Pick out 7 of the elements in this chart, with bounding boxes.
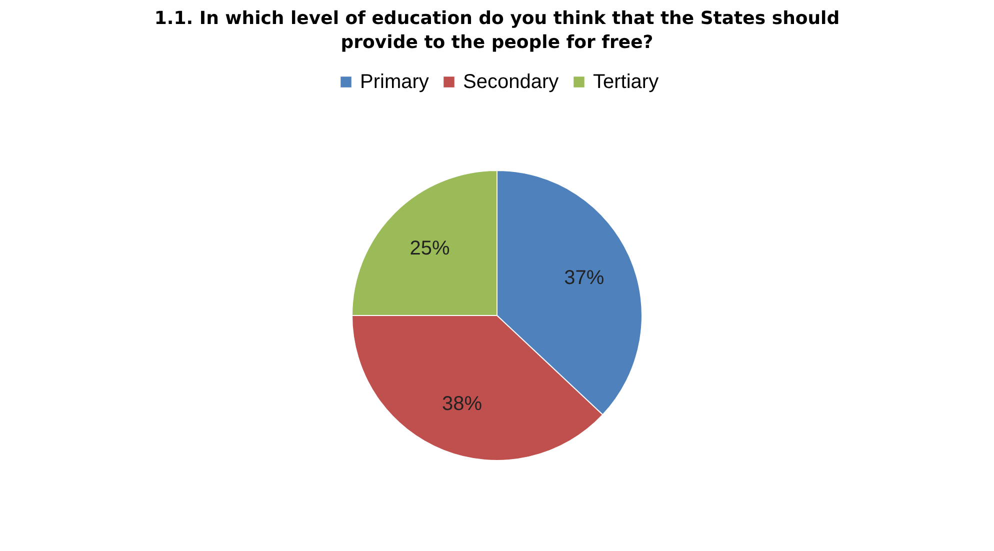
- data-label: 37%: [564, 266, 604, 289]
- legend-label: Secondary: [463, 71, 559, 93]
- data-label: 25%: [410, 237, 450, 260]
- legend-label: Tertiary: [593, 71, 659, 93]
- legend-label: Primary: [360, 71, 429, 93]
- chart-title: 1.1. In which level of education do you think that the States should provide to the people for free?: [154, 8, 840, 53]
- data-label: 38%: [442, 392, 482, 415]
